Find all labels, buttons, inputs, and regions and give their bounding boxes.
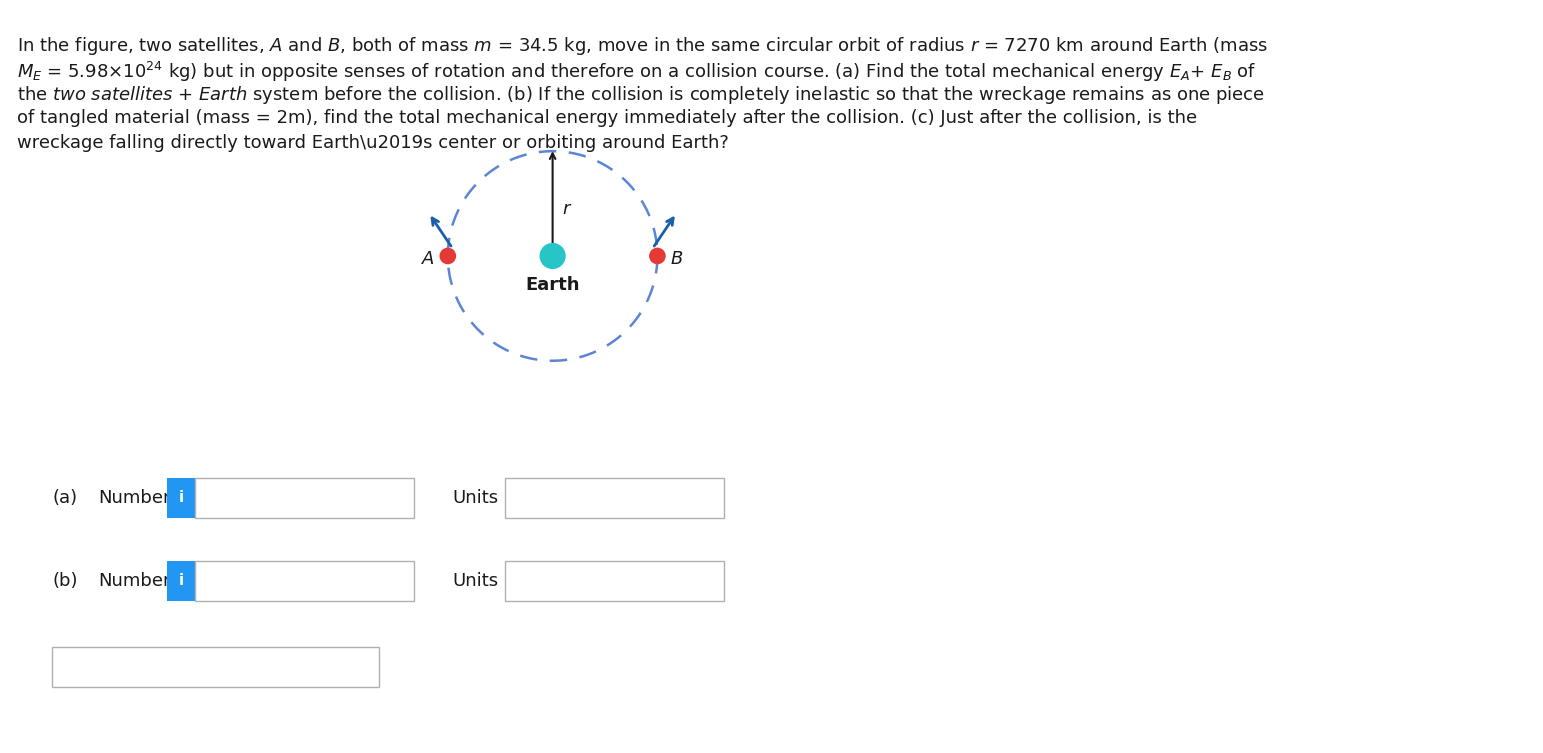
Text: Number: Number bbox=[99, 489, 171, 507]
FancyBboxPatch shape bbox=[52, 647, 380, 687]
Text: Earth: Earth bbox=[525, 276, 580, 294]
FancyBboxPatch shape bbox=[196, 478, 415, 518]
Text: ∨: ∨ bbox=[708, 574, 717, 588]
FancyBboxPatch shape bbox=[167, 478, 196, 518]
Text: r: r bbox=[562, 200, 569, 218]
Text: i: i bbox=[179, 490, 184, 505]
Circle shape bbox=[540, 243, 565, 268]
FancyBboxPatch shape bbox=[167, 561, 196, 601]
Text: ∨: ∨ bbox=[708, 491, 717, 505]
Text: Units: Units bbox=[452, 572, 498, 590]
Text: ∨: ∨ bbox=[363, 660, 373, 674]
FancyBboxPatch shape bbox=[505, 478, 724, 518]
Circle shape bbox=[440, 248, 455, 264]
Text: Units: Units bbox=[452, 489, 498, 507]
Text: the $\mathit{two\ satellites}$ + $\mathit{Earth}$ system before the collision. (: the $\mathit{two\ satellites}$ + $\mathi… bbox=[17, 84, 1265, 106]
Text: A: A bbox=[423, 250, 435, 268]
Text: of tangled material (mass = 2m), find the total mechanical energy immediately af: of tangled material (mass = 2m), find th… bbox=[17, 109, 1197, 127]
Text: (a): (a) bbox=[52, 489, 77, 507]
FancyBboxPatch shape bbox=[505, 561, 724, 601]
Text: Number: Number bbox=[99, 572, 171, 590]
Text: i: i bbox=[179, 573, 184, 588]
Text: $M_E$ = 5.98$\times$10$^{24}$ kg) but in opposite senses of rotation and therefo: $M_E$ = 5.98$\times$10$^{24}$ kg) but in… bbox=[17, 59, 1256, 84]
FancyBboxPatch shape bbox=[196, 561, 415, 601]
Text: (b): (b) bbox=[52, 572, 77, 590]
Text: B: B bbox=[671, 250, 684, 268]
Circle shape bbox=[650, 248, 665, 264]
Text: In the figure, two satellites, $A$ and $B$, both of mass $m$ = 34.5 kg, move in : In the figure, two satellites, $A$ and $… bbox=[17, 35, 1268, 57]
Text: wreckage falling directly toward Earth\u2019s center or orbiting around Earth?: wreckage falling directly toward Earth\u… bbox=[17, 134, 728, 152]
Text: (c): (c) bbox=[52, 657, 76, 675]
